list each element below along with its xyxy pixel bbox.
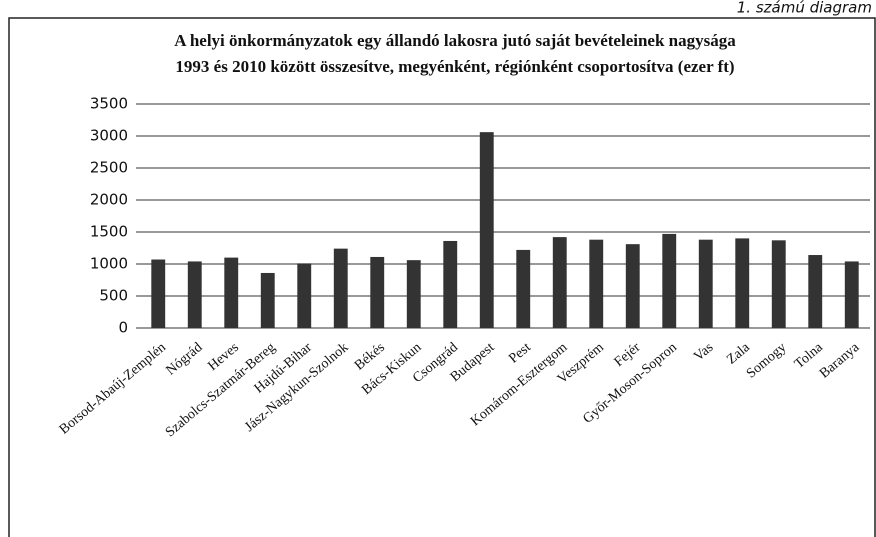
bar (406, 260, 421, 328)
bar (443, 240, 458, 328)
x-tick-label: Somogy (744, 340, 789, 382)
bar (662, 233, 677, 328)
bar (698, 239, 713, 328)
x-tick-label: Borsod-Abaúj-Zemplén (57, 340, 169, 437)
chart-title: A helyi önkormányzatok egy állandó lakos… (174, 31, 736, 50)
bar (625, 244, 640, 328)
bar (297, 263, 312, 328)
y-tick-label: 500 (99, 287, 128, 305)
x-tick-label: Zala (724, 340, 753, 368)
bar (552, 237, 567, 328)
bar (187, 261, 202, 328)
bar (260, 272, 275, 328)
bar (808, 255, 823, 328)
annotation: 1. számú diagram (737, 0, 872, 17)
x-tick-label: Vas (691, 340, 716, 364)
y-tick-label: 3000 (90, 127, 128, 145)
x-tick-label: Nógrád (164, 340, 206, 378)
bar (516, 249, 531, 328)
bar (844, 261, 859, 328)
bar (479, 132, 494, 328)
bar (735, 238, 750, 328)
x-tick-label: Pest (506, 340, 534, 367)
y-tick-label: 2000 (90, 191, 128, 209)
chart-subtitle: 1993 és 2010 között összesítve, megyénké… (175, 57, 734, 76)
y-tick-label: 3500 (90, 95, 128, 113)
frame (8, 17, 876, 537)
bar (589, 239, 604, 328)
bar (151, 259, 166, 328)
y-tick-label: 1500 (90, 223, 128, 241)
x-tick-label: Baranya (817, 340, 863, 382)
bar (370, 256, 385, 328)
bar (224, 257, 239, 328)
bar (771, 240, 786, 328)
y-tick-label: 1000 (90, 255, 128, 273)
y-tick-label: 2500 (90, 159, 128, 177)
y-tick-label: 0 (118, 319, 128, 337)
bar (333, 248, 348, 328)
